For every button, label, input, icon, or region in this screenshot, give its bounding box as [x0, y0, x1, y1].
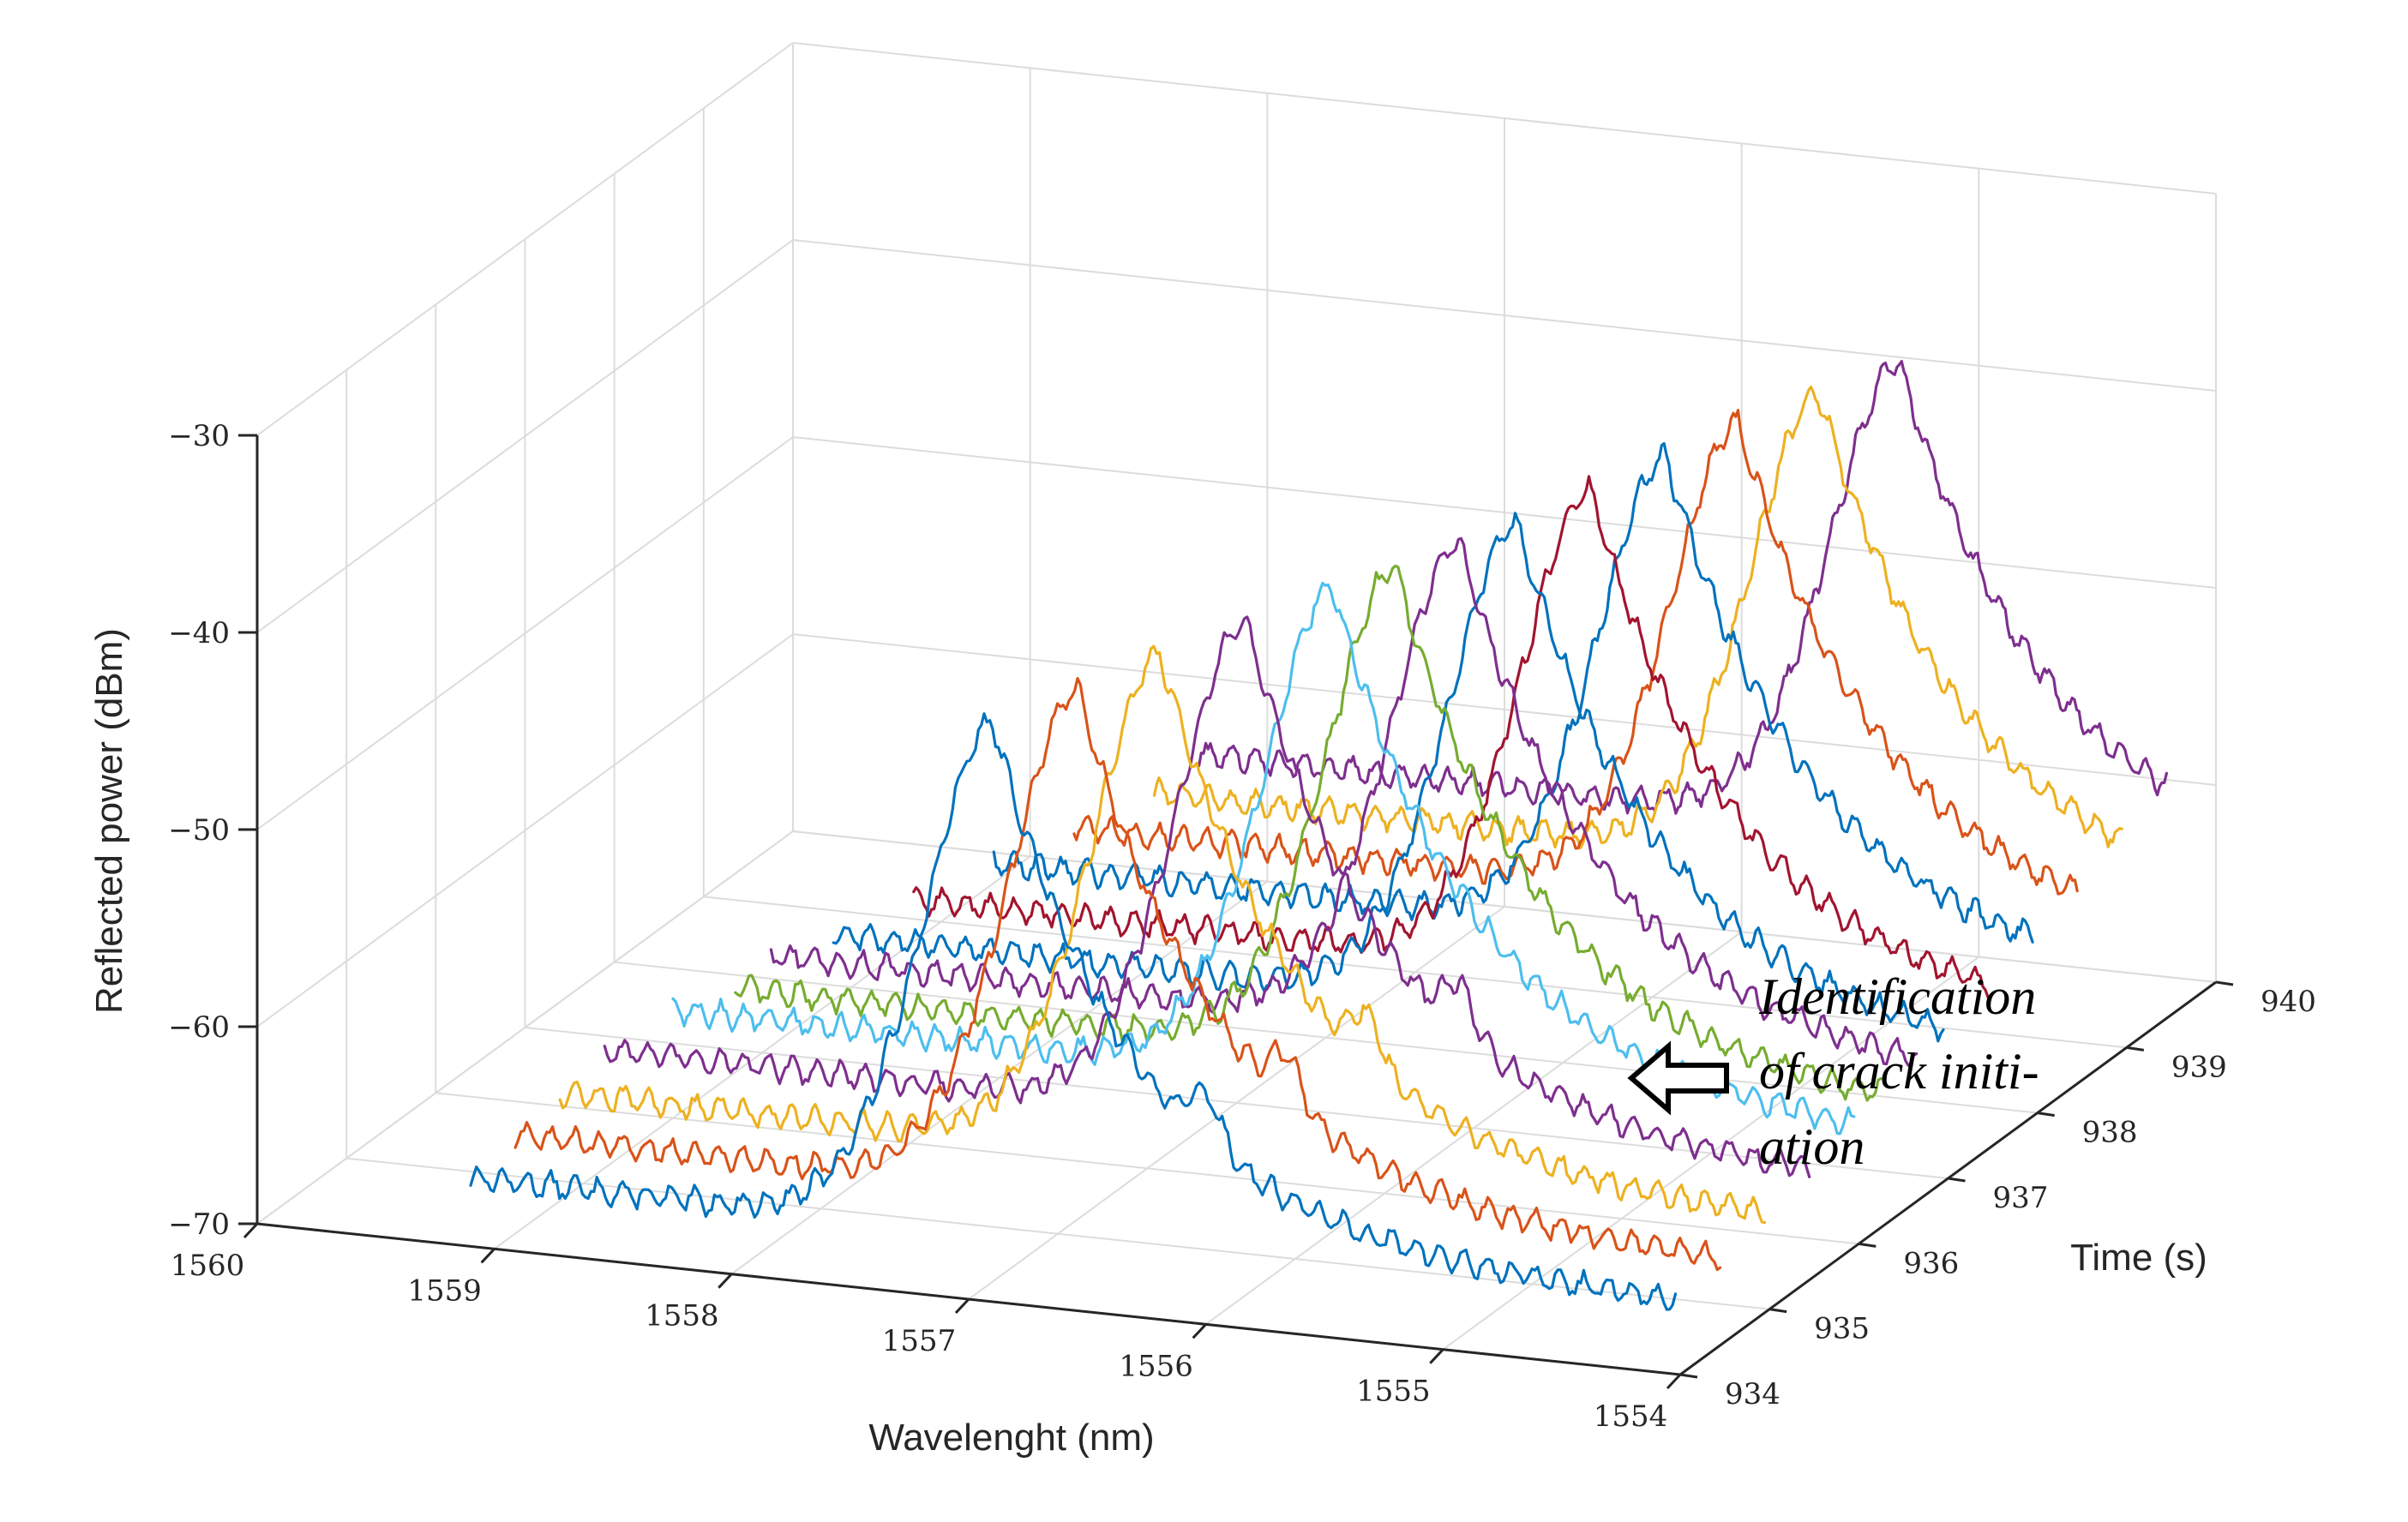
annotation: Identification of crack initi- ation [1627, 968, 2039, 1175]
y-tick-label: 939 [2171, 1050, 2227, 1084]
y-tick-mark [1859, 1242, 1877, 1248]
arrow-icon [1627, 1040, 1729, 1116]
y-tick-label: 935 [1814, 1312, 1870, 1346]
spectrum-line [513, 677, 1722, 1272]
y-tick-mark [2215, 980, 2234, 986]
z-axis-label: Reflected power (dBm) [88, 628, 130, 1014]
z-tick-label: −40 [168, 616, 230, 650]
floor-grid-line [346, 1157, 1770, 1310]
y-tick-mark [2126, 1046, 2145, 1052]
floor-grid-line [525, 1027, 1949, 1179]
y-tick-label: 938 [2082, 1116, 2138, 1150]
y-tick-mark [2037, 1112, 2055, 1118]
x-tick-mark [480, 1248, 495, 1264]
floor-grid-line [614, 961, 2038, 1114]
z-tick-label: −70 [168, 1207, 230, 1242]
back-wall-grid-line [792, 239, 2217, 392]
spectrum-line [734, 564, 1883, 1102]
y-tick-label: 937 [1993, 1181, 2049, 1215]
label-layer: Wavelenght (nm) Time (s) Reflected power… [88, 628, 2207, 1459]
x-tick-mark [1429, 1348, 1444, 1364]
y-axis-label: Time (s) [2070, 1237, 2207, 1279]
annotation-line-3: ation [1759, 1118, 1865, 1175]
x-tick-label: 1554 [1594, 1399, 1668, 1434]
series-layer [469, 360, 2168, 1311]
spectrum-line [671, 581, 1856, 1136]
side-wall-grid-line [256, 633, 794, 1028]
z-tick-label: −50 [168, 813, 230, 848]
back-wall-grid-line [792, 42, 2217, 195]
z-tick-label: −30 [168, 419, 230, 453]
back-wall-grid-line [792, 830, 2217, 983]
floor-grid-line [435, 1092, 1859, 1245]
x-tick-label: 1559 [407, 1273, 482, 1308]
y-tick-mark [1679, 1373, 1698, 1379]
back-wall-grid-line [792, 633, 2217, 786]
spectrum-line [558, 644, 1767, 1225]
x-tick-mark [954, 1297, 970, 1315]
y-tick-label: 940 [2261, 985, 2316, 1019]
spectrum-line [912, 475, 1990, 999]
y-tick-mark [1768, 1308, 1787, 1314]
x-tick-label: 1556 [1119, 1349, 1193, 1383]
annotation-line-2: of crack initi- [1759, 1043, 2039, 1100]
y-tick-label: 936 [1903, 1246, 1959, 1280]
axis-layer: 1554 1555 1556 1557 1558 1559 1560 934 935 936 937… [168, 419, 2316, 1434]
x-tick-mark [1666, 1373, 1682, 1390]
x-tick-label: 1557 [882, 1324, 957, 1358]
x-axis-label: Wavelenght (nm) [868, 1417, 1154, 1459]
side-wall-grid-line [256, 42, 794, 436]
spectrum-line [769, 536, 1919, 1067]
x-tick-label: 1558 [645, 1299, 719, 1333]
spectrum-line [603, 615, 1811, 1178]
x-tick-mark [243, 1222, 259, 1239]
side-wall-grid-line [256, 436, 794, 830]
x-tick-label: 1560 [171, 1249, 245, 1283]
x-tick-mark [718, 1273, 733, 1289]
spectrum-line [992, 442, 2034, 944]
y-tick-mark [1948, 1177, 1966, 1183]
x-tick-mark [1192, 1323, 1207, 1339]
side-wall-grid-line [256, 239, 794, 633]
side-wall-grid-line [256, 830, 794, 1225]
spectrum-line [469, 712, 1678, 1311]
spectrum-line [832, 512, 1945, 1043]
x-tick-label: 1555 [1356, 1375, 1431, 1409]
grid-layer [256, 42, 2217, 1375]
spectrum-line [1198, 360, 2168, 815]
annotation-line-1: Identification [1758, 968, 2036, 1025]
y-tick-label: 934 [1725, 1377, 1780, 1411]
z-tick-label: −60 [168, 1010, 230, 1045]
